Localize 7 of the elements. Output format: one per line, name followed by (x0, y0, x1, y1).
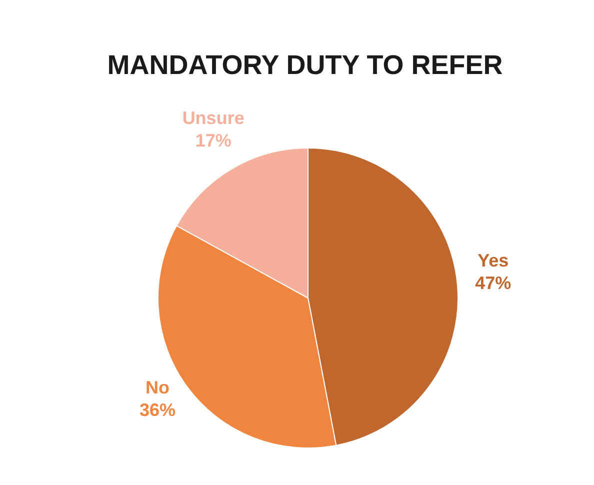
data-label: 36% (140, 400, 176, 420)
chart-title: MANDATORY DUTY TO REFER (107, 50, 503, 80)
data-label: 17% (195, 130, 232, 151)
slice-label: Unsure (182, 108, 244, 128)
slice-label: Yes (478, 250, 509, 271)
data-label: 47% (475, 273, 512, 294)
slice-label: No (146, 378, 170, 398)
